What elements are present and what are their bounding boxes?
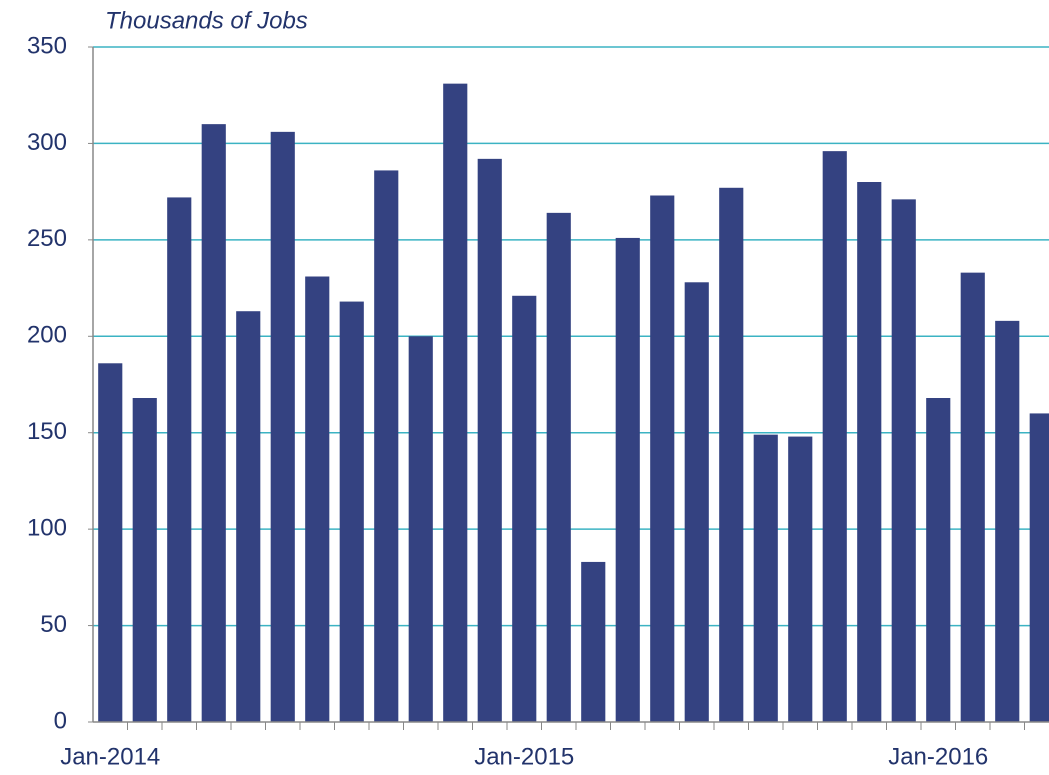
bar: [477, 158, 502, 722]
y-tick-label: 350: [27, 32, 67, 59]
x-tick-label: Jan-2016: [888, 743, 988, 770]
bar: [98, 363, 123, 722]
y-axis-label: Thousands of Jobs: [105, 7, 308, 34]
y-tick-label: 0: [54, 707, 67, 734]
bar: [443, 83, 468, 722]
y-tick-label: 50: [40, 611, 67, 638]
y-tick-label: 150: [27, 418, 67, 445]
bar: [512, 295, 537, 722]
y-tick-label: 250: [27, 225, 67, 252]
bar: [236, 311, 261, 722]
bar: [1029, 413, 1049, 722]
x-tick-label: Jan-2014: [60, 743, 160, 770]
bar: [926, 398, 951, 722]
bar: [719, 187, 744, 723]
y-tick-label: 200: [27, 322, 67, 349]
bar: [960, 272, 985, 722]
bar: [408, 336, 433, 722]
bar: [339, 301, 364, 722]
bar: [201, 124, 226, 722]
x-tick-label: Jan-2015: [474, 743, 574, 770]
bar: [995, 320, 1020, 722]
bar: [546, 212, 571, 722]
y-tick-label: 300: [27, 129, 67, 156]
bar: [891, 199, 916, 722]
bar: [788, 436, 813, 722]
y-tick-label: 100: [27, 514, 67, 541]
bar: [270, 131, 295, 722]
bar: [650, 195, 675, 722]
bar: [132, 398, 157, 722]
bar: [857, 182, 882, 722]
bar: [684, 282, 709, 722]
bar: [374, 170, 399, 722]
bar: [305, 276, 330, 722]
bar: [167, 197, 192, 722]
bar: [615, 237, 640, 722]
bar: [822, 151, 847, 723]
bar: [581, 561, 606, 722]
bar: [753, 434, 778, 722]
